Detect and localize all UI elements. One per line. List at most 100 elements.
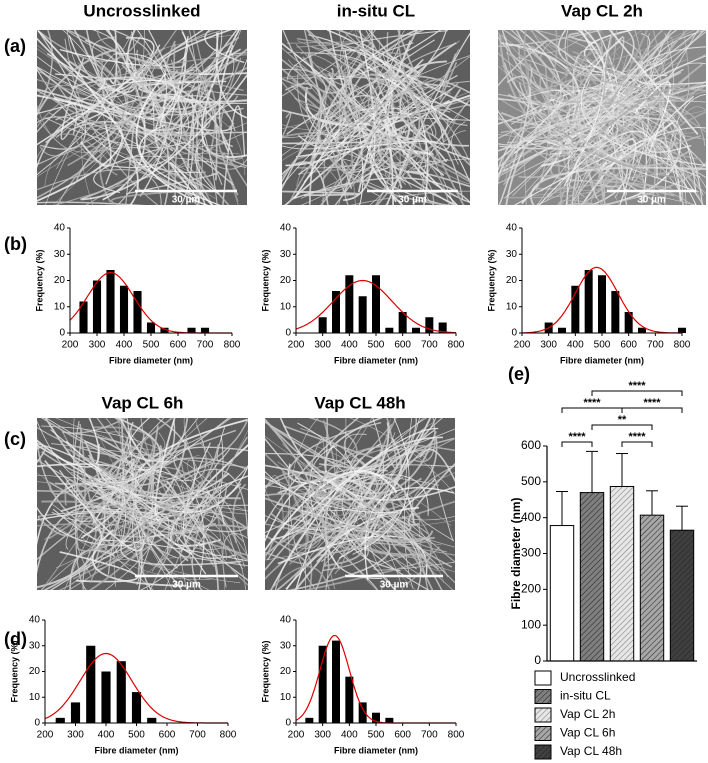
fiber <box>349 418 455 495</box>
fiber <box>203 107 244 148</box>
bar <box>372 275 380 333</box>
legend-swatch <box>534 670 552 686</box>
legend-swatch <box>534 726 552 741</box>
fiber <box>498 115 532 153</box>
legend-swatch <box>534 707 552 723</box>
sem-image <box>265 418 455 590</box>
y-tick-label: 100 <box>521 617 541 631</box>
fiber <box>275 436 438 590</box>
fiber <box>557 199 602 205</box>
fiber <box>66 30 135 131</box>
x-tick-label: 600 <box>394 730 411 741</box>
fiber <box>334 488 402 550</box>
significance-bracket <box>621 441 653 447</box>
image-title: Vap CL 2h <box>561 1 643 20</box>
y-tick-label: 10 <box>280 692 292 703</box>
fiber <box>614 137 687 205</box>
fiber <box>503 30 630 89</box>
fiber <box>413 97 470 205</box>
fiber <box>49 481 228 534</box>
fiber <box>282 30 376 97</box>
bar <box>385 717 394 723</box>
fiber <box>126 156 203 197</box>
y-tick-label: 10 <box>54 301 66 312</box>
fiber <box>498 43 604 176</box>
bar <box>345 275 354 333</box>
fiber <box>55 92 140 119</box>
significance-label: **** <box>583 397 601 409</box>
fiber <box>37 201 145 205</box>
fiber <box>663 111 706 160</box>
sem-image <box>498 30 706 205</box>
fiber <box>189 103 218 181</box>
panel-label: (d) <box>4 629 27 649</box>
bar <box>624 312 633 333</box>
fiber <box>358 505 422 590</box>
bar <box>305 717 314 723</box>
fiber <box>501 30 617 103</box>
y-tick-label: 20 <box>506 275 518 286</box>
fiber <box>303 66 421 183</box>
fiber <box>65 418 165 550</box>
fiber <box>324 115 459 205</box>
fiber <box>413 418 436 463</box>
fiber <box>283 484 332 532</box>
fiber <box>176 491 211 553</box>
fiber <box>97 418 230 484</box>
fiber <box>573 53 706 96</box>
bar <box>116 661 126 723</box>
bar <box>584 270 593 333</box>
fiber <box>580 78 692 111</box>
fiber <box>44 146 216 199</box>
fiber <box>52 131 126 205</box>
fiber <box>300 49 459 199</box>
fiber <box>295 140 437 158</box>
fiber <box>341 89 470 181</box>
fiber <box>37 439 230 499</box>
fiber <box>197 139 223 205</box>
significance-label: **** <box>568 431 586 443</box>
fiber <box>195 130 220 195</box>
fiber <box>265 419 327 590</box>
fiber <box>37 31 136 98</box>
fiber <box>354 30 417 132</box>
fiber <box>37 30 53 113</box>
fiber <box>113 53 167 126</box>
fiber <box>577 75 690 205</box>
fiber <box>149 520 190 590</box>
bar <box>558 327 566 333</box>
fiber <box>360 477 423 556</box>
fiber <box>138 124 189 189</box>
fiber <box>296 143 450 205</box>
y-tick-label: 10 <box>29 692 41 703</box>
fiber <box>540 177 697 205</box>
fiber <box>332 100 407 186</box>
x-tick-label: 200 <box>514 340 531 351</box>
fiber <box>270 436 444 590</box>
fiber <box>265 418 420 531</box>
fiber <box>498 118 597 129</box>
fiber <box>75 36 240 183</box>
bar <box>638 327 646 333</box>
bar <box>200 327 210 333</box>
legend-label: Vap CL 48h <box>560 744 622 758</box>
fiber <box>194 429 248 518</box>
x-tick-label: 700 <box>647 340 664 351</box>
fiber <box>364 428 425 552</box>
y-tick-label: 0 <box>511 328 517 339</box>
sem-image <box>282 30 470 205</box>
fiber <box>91 529 187 587</box>
significance-bracket <box>561 441 593 447</box>
fiber <box>530 166 706 205</box>
panel-label: (e) <box>508 364 530 384</box>
x-tick-label: 700 <box>189 730 206 741</box>
fiber <box>77 454 153 486</box>
fiber <box>602 30 648 104</box>
fiber <box>313 444 455 498</box>
fiber <box>412 158 449 170</box>
fiber <box>184 442 218 528</box>
y-axis-label: Frequency (%) <box>9 640 19 702</box>
fiber <box>529 30 629 101</box>
bar <box>358 296 367 333</box>
fiber <box>580 35 706 167</box>
